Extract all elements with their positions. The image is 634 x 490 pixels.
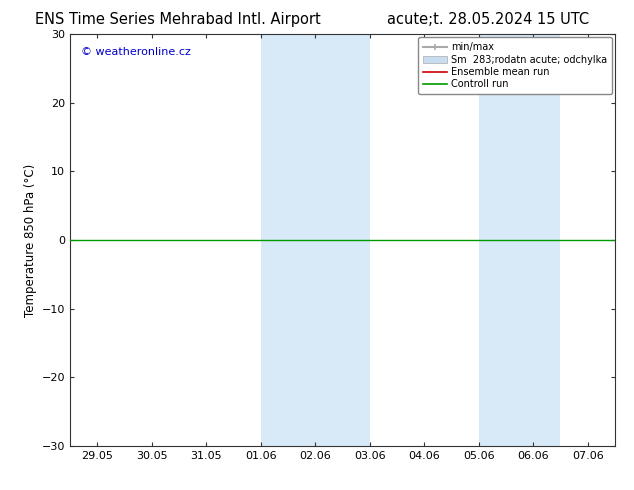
- Legend: min/max, Sm  283;rodatn acute; odchylka, Ensemble mean run, Controll run: min/max, Sm 283;rodatn acute; odchylka, …: [418, 37, 612, 94]
- Text: ENS Time Series Mehrabad Intl. Airport: ENS Time Series Mehrabad Intl. Airport: [35, 12, 320, 27]
- Text: © weatheronline.cz: © weatheronline.cz: [81, 47, 191, 57]
- Text: acute;t. 28.05.2024 15 UTC: acute;t. 28.05.2024 15 UTC: [387, 12, 589, 27]
- Bar: [261, 34, 370, 446]
- Bar: [479, 34, 560, 446]
- Y-axis label: Temperature 850 hPa (°C): Temperature 850 hPa (°C): [24, 164, 37, 317]
